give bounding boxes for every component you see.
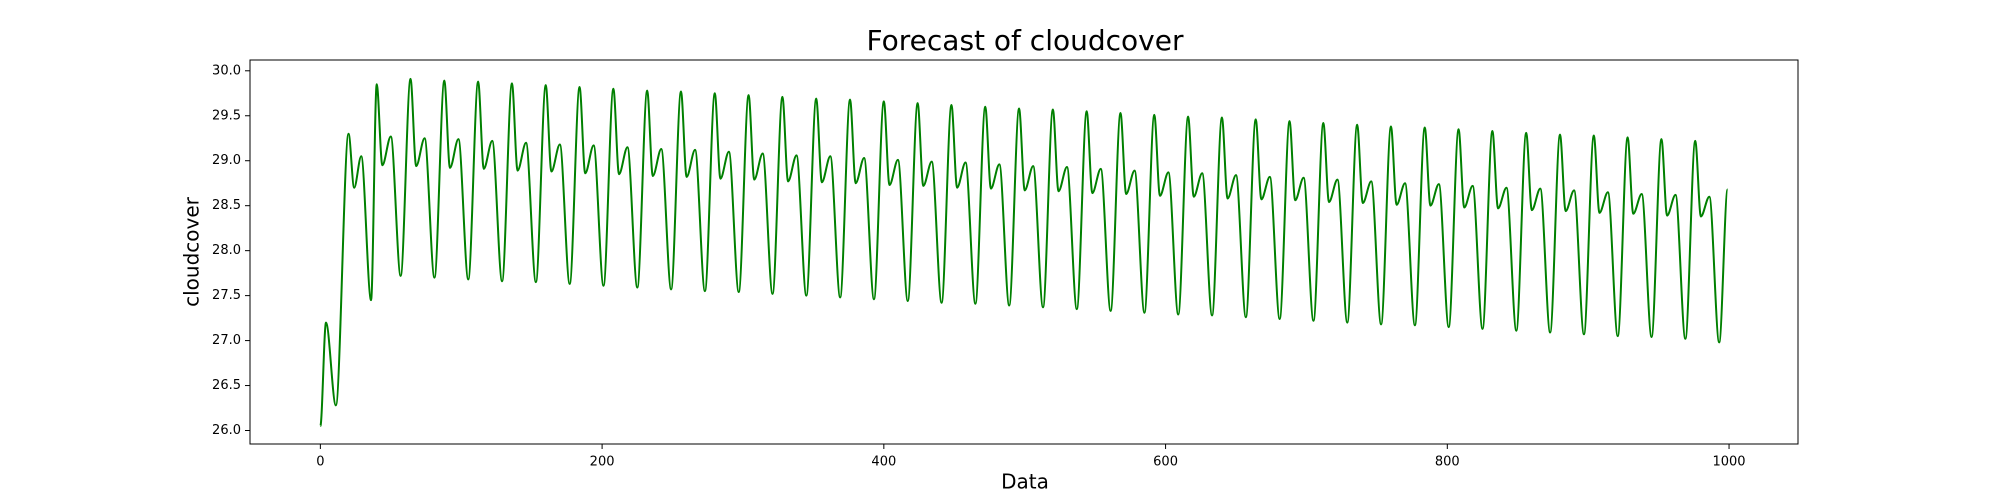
- y-axis-label: cloudcover: [180, 196, 204, 307]
- y-tick-label: 26.0: [212, 423, 241, 438]
- x-tick-label: 1000: [1712, 455, 1745, 470]
- y-tick-label: 28.0: [212, 243, 241, 258]
- chart-title: Forecast of cloudcover: [867, 24, 1184, 57]
- y-tick-label: 28.5: [212, 198, 241, 213]
- y-tick-label: 26.5: [212, 378, 241, 393]
- x-tick-label: 800: [1435, 455, 1460, 470]
- data-line: [319, 77, 1729, 428]
- y-tick-label: 29.0: [212, 153, 241, 168]
- x-tick-label: 600: [1153, 455, 1178, 470]
- x-tick-label: 400: [871, 455, 896, 470]
- x-axis-label: Data: [1001, 470, 1049, 494]
- plot-frame: [249, 59, 1799, 445]
- y-tick-label: 30.0: [212, 63, 241, 78]
- y-tick-label: 27.5: [212, 288, 241, 303]
- x-tick-label: 200: [590, 455, 615, 470]
- x-tick-label: 0: [316, 455, 324, 470]
- y-tick-label: 29.5: [212, 108, 241, 123]
- y-tick-label: 27.0: [212, 333, 241, 348]
